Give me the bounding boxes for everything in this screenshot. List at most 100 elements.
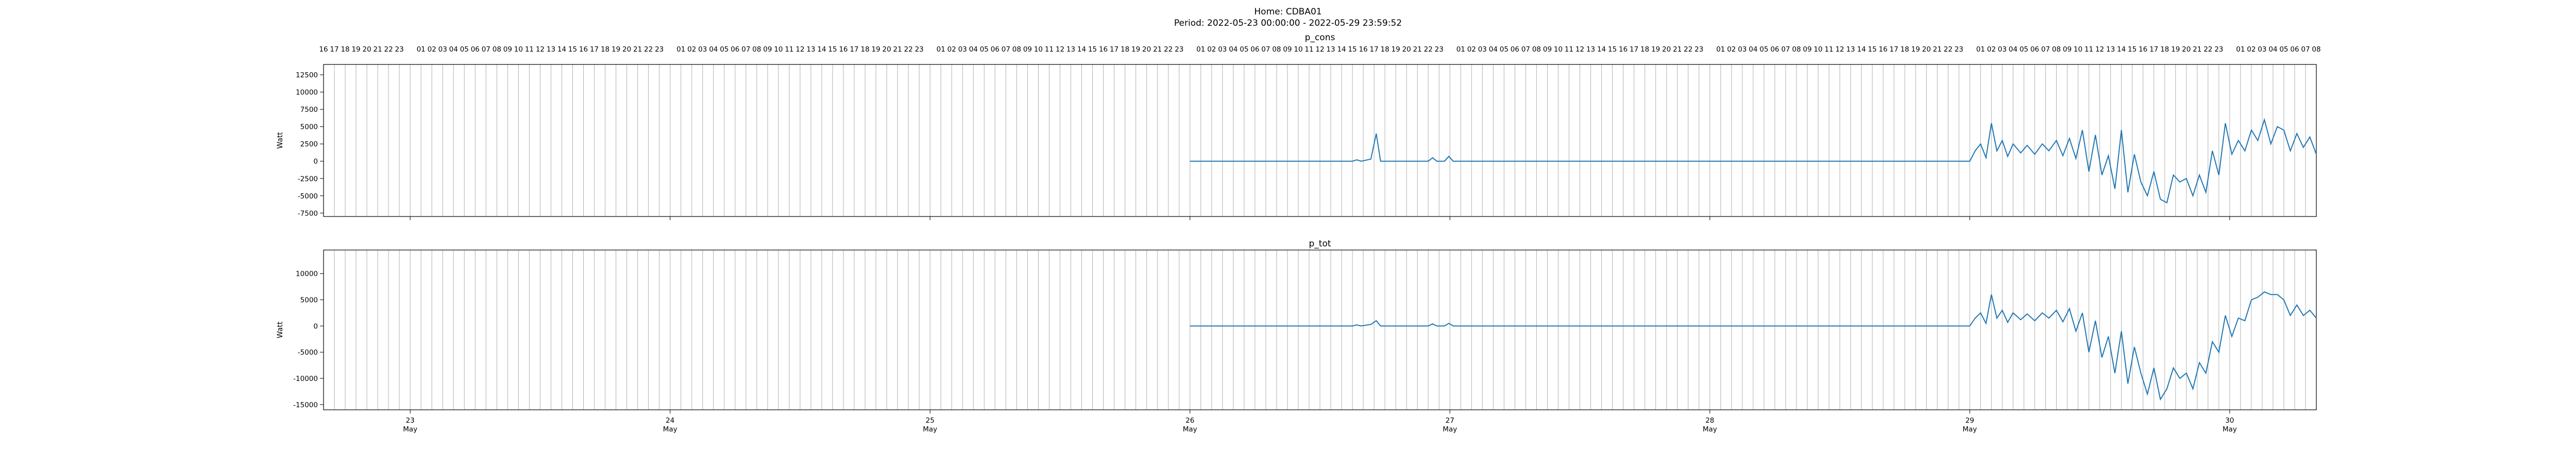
y-tick-label: 5000 — [300, 296, 318, 305]
hour-tick-label: 23 — [395, 45, 404, 54]
hour-tick-label: 15 — [2128, 45, 2137, 54]
hour-tick-label: 10 — [1294, 45, 1302, 54]
hour-tick-label: 22 — [2204, 45, 2212, 54]
hour-tick-label: 18 — [1640, 45, 1649, 54]
plot-frame — [323, 249, 2317, 410]
hour-tick-label: 01 — [1456, 45, 1465, 54]
hour-tick-label: 18 — [2160, 45, 2169, 54]
hour-tick-label: 13 — [1846, 45, 1855, 54]
panel-title: p_cons — [1305, 32, 1335, 43]
hour-tick-label: 16 — [319, 45, 328, 54]
hour-tick-label: 12 — [2095, 45, 2104, 54]
hour-tick-label: 03 — [438, 45, 447, 54]
x-month-label: May — [1703, 425, 1717, 434]
hour-tick-label: 09 — [1023, 45, 1032, 54]
y-tick-label: 0 — [313, 322, 318, 330]
hour-tick-label: 21 — [893, 45, 902, 54]
hour-tick-label: 18 — [860, 45, 869, 54]
hour-tick-label: 11 — [1304, 45, 1313, 54]
hour-tick-label: 22 — [384, 45, 393, 54]
hour-tick-label: 22 — [1424, 45, 1433, 54]
hour-tick-label: 09 — [503, 45, 512, 54]
y-axis-label: Watt — [276, 321, 284, 338]
hour-tick-label: 16 — [1359, 45, 1367, 54]
period-title: Period: 2022-05-23 00:00:00 - 2022-05-29… — [1174, 18, 1402, 28]
hour-tick-label: 10 — [774, 45, 783, 54]
x-month-label: May — [2223, 425, 2237, 434]
hour-tick-label: 11 — [1565, 45, 1573, 54]
hour-tick-label: 21 — [2193, 45, 2201, 54]
hour-tick-label: 08 — [1532, 45, 1541, 54]
hour-tick-label: 01 — [676, 45, 685, 54]
hour-tick-label: 12 — [1575, 45, 1584, 54]
hour-tick-label: 08 — [1272, 45, 1281, 54]
x-month-label: May — [1962, 425, 1977, 434]
hour-tick-label: 09 — [2063, 45, 2072, 54]
hour-tick-label: 21 — [1413, 45, 1422, 54]
hour-tick-label: 11 — [2084, 45, 2093, 54]
y-tick-label: -5000 — [298, 192, 318, 201]
hour-tick-label: 20 — [1402, 45, 1411, 54]
hour-tick-label: 08 — [493, 45, 501, 54]
hour-tick-label: 14 — [817, 45, 826, 54]
hour-tick-label: 19 — [1131, 45, 1140, 54]
hour-tick-label: 07 — [741, 45, 750, 54]
hour-tick-label: 04 — [709, 45, 718, 54]
hour-tick-label: 17 — [2149, 45, 2158, 54]
hour-tick-label: 16 — [579, 45, 588, 54]
hour-tick-label: 09 — [1543, 45, 1552, 54]
hour-tick-label: 21 — [1153, 45, 1162, 54]
hour-tick-label: 03 — [698, 45, 707, 54]
series-line-p_tot — [1190, 291, 2317, 401]
hour-tick-label: 06 — [2290, 45, 2299, 54]
hour-tick-label: 21 — [1933, 45, 1942, 54]
hour-tick-label: 02 — [687, 45, 696, 54]
hour-tick-label: 14 — [1077, 45, 1086, 54]
hour-tick-label: 12 — [536, 45, 545, 54]
x-date-label: 28 — [1705, 417, 1714, 425]
x-date-label: 27 — [1446, 417, 1454, 425]
hour-tick-label: 23 — [1175, 45, 1183, 54]
x-date-label: 26 — [1185, 417, 1194, 425]
hour-tick-label: 06 — [991, 45, 999, 54]
hour-tick-label: 01 — [417, 45, 426, 54]
hour-tick-label: 16 — [1619, 45, 1628, 54]
hour-tick-label: 23 — [655, 45, 664, 54]
hour-tick-label: 14 — [1857, 45, 1866, 54]
hour-tick-label: 01 — [1976, 45, 1985, 54]
hour-tick-label: 16 — [1879, 45, 1888, 54]
hour-tick-label: 11 — [785, 45, 793, 54]
hour-tick-label: 20 — [622, 45, 631, 54]
y-tick-label: -7500 — [298, 209, 318, 218]
y-tick-label: -5000 — [298, 348, 318, 357]
hour-tick-label: 17 — [1630, 45, 1638, 54]
hour-tick-label: 22 — [1164, 45, 1173, 54]
hour-tick-label: 05 — [720, 45, 728, 54]
hour-tick-label: 14 — [557, 45, 566, 54]
hour-tick-label: 08 — [752, 45, 761, 54]
hour-tick-label: 08 — [2052, 45, 2061, 54]
hour-tick-label: 03 — [1478, 45, 1487, 54]
hour-tick-label: 22 — [904, 45, 913, 54]
hour-tick-label: 19 — [612, 45, 620, 54]
hour-tick-label: 06 — [731, 45, 739, 54]
hour-tick-label: 17 — [1370, 45, 1379, 54]
hour-tick-label: 23 — [1955, 45, 1963, 54]
y-tick-label: -15000 — [293, 401, 318, 409]
hour-tick-label: 19 — [351, 45, 360, 54]
hour-tick-label: 07 — [2301, 45, 2310, 54]
hour-tick-label: 22 — [1684, 45, 1692, 54]
hour-tick-label: 23 — [915, 45, 924, 54]
hour-tick-label: 16 — [1099, 45, 1108, 54]
hour-tick-label: 04 — [969, 45, 978, 54]
hour-tick-label: 19 — [2171, 45, 2180, 54]
hour-tick-label: 03 — [958, 45, 967, 54]
hour-tick-label: 13 — [1326, 45, 1335, 54]
hour-tick-label: 08 — [1792, 45, 1801, 54]
hour-tick-label: 13 — [2106, 45, 2115, 54]
hour-tick-label: 22 — [644, 45, 653, 54]
hour-tick-label: 19 — [1392, 45, 1400, 54]
hour-tick-label: 06 — [1511, 45, 1519, 54]
hour-tick-label: 07 — [482, 45, 490, 54]
